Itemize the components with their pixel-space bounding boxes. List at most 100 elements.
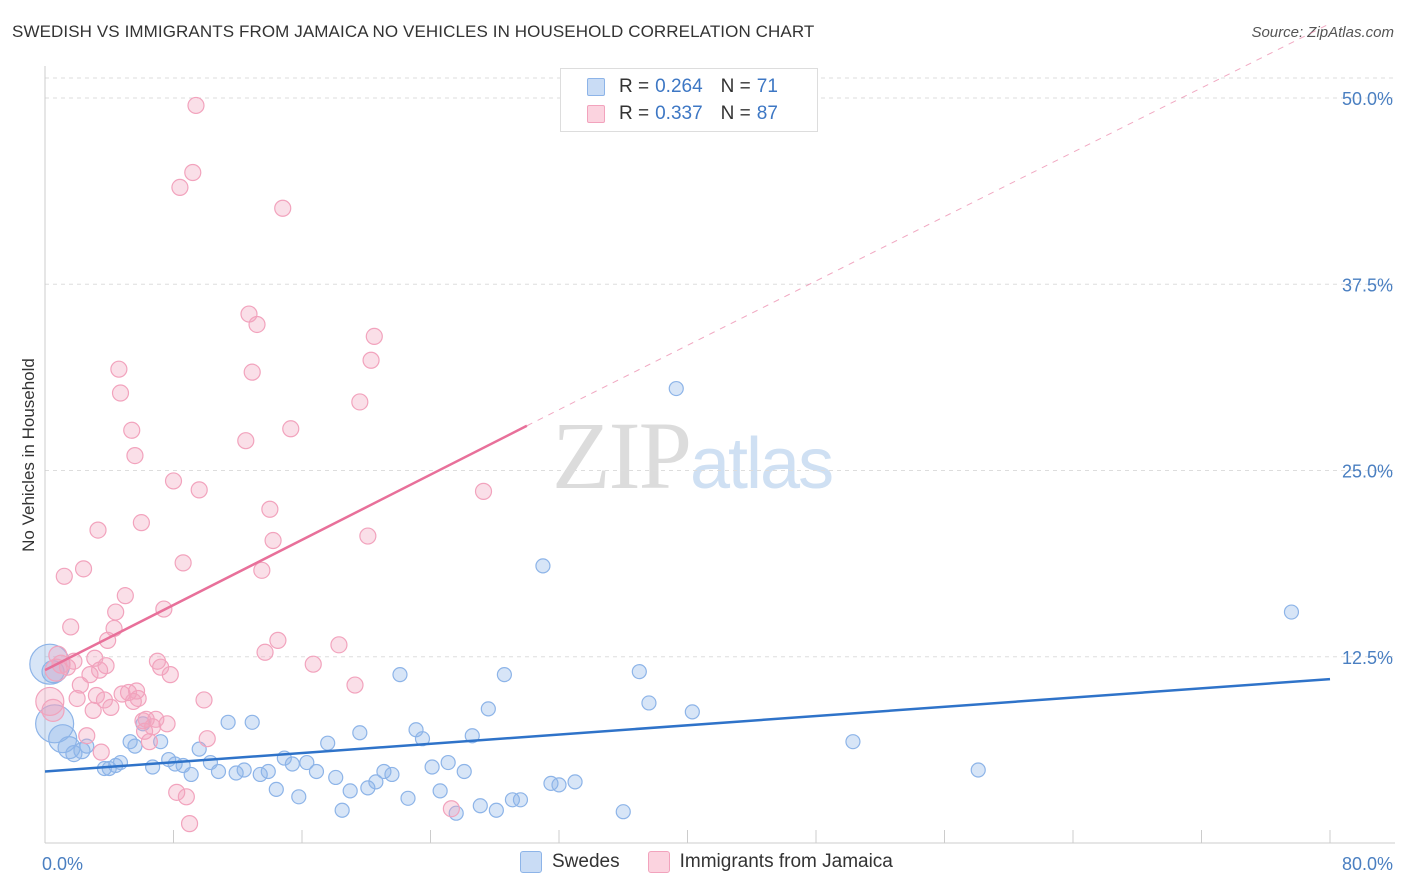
legend: R = 0.264 N = 71 R = 0.337 N = 87 [560,68,818,132]
bottom-legend-label-swedes: Swedes [552,851,620,872]
point-jamaica [92,743,110,761]
point-jamaica [180,815,199,833]
point-swedes [299,754,315,771]
point-swedes [414,731,431,747]
point-jamaica [78,727,96,745]
legend-swatch-swedes [587,78,605,96]
point-jamaica [132,514,150,532]
y-tick-label: 25.0% [1342,462,1393,482]
point-swedes [236,762,252,778]
point-jamaica [282,420,300,438]
point-jamaica [474,482,493,500]
bottom-legend-swatch-jamaica [647,851,670,873]
point-swedes [845,734,861,750]
point-swedes [145,759,161,775]
point-swedes [384,766,400,783]
point-swedes [368,774,384,790]
point-swedes [320,735,336,751]
y-tick-label: 12.5% [1342,648,1393,668]
bottom-legend-item-swedes[interactable]: Swedes [520,851,620,873]
point-jamaica [365,327,383,345]
legend-r-label: R = [619,76,650,97]
point-jamaica [97,657,115,675]
legend-r-value: 0.264 [655,76,703,97]
point-swedes [488,802,504,818]
point-jamaica [55,567,73,585]
legend-n-value: 71 [756,76,778,97]
point-swedes [472,798,488,814]
point-jamaica [248,315,266,334]
point-jamaica [198,730,216,748]
point-jamaica [237,432,255,450]
point-jamaica [68,689,86,708]
point-swedes [291,789,307,805]
point-jamaica [195,691,213,709]
point-swedes [400,790,416,806]
point-jamaica [158,715,176,733]
point-swedes [284,756,300,772]
point-jamaica [89,521,107,539]
point-jamaica [187,96,205,115]
point-jamaica [243,363,261,381]
legend-row-jamaica: R = 0.337 N = 87 [587,102,778,126]
x-tick-label-min: 0.0% [42,854,83,874]
point-jamaica [174,554,192,572]
point-jamaica [261,500,279,518]
point-jamaica [269,631,287,649]
point-swedes [496,667,512,683]
point-jamaica [184,163,202,182]
chart-title: SWEDISH VS IMMIGRANTS FROM JAMAICA NO VE… [12,22,815,41]
point-jamaica [124,692,142,711]
watermark-atlas: atlas [690,424,834,504]
point-jamaica [81,666,99,684]
bottom-legend-item-jamaica[interactable]: Immigrants from Jamaica [647,851,893,873]
point-jamaica [190,481,208,499]
point-swedes [512,792,529,808]
point-jamaica [256,643,274,661]
point-swedes [440,754,456,771]
trend-line-extension-jamaica [526,23,1331,427]
legend-row-swedes: R = 0.264 N = 71 [587,75,778,99]
point-jamaica [116,587,134,605]
point-jamaica [161,666,179,684]
point-jamaica [87,686,106,705]
point-swedes [328,769,344,786]
point-swedes [480,701,496,717]
watermark: ZIPatlas [552,400,834,511]
point-swedes [641,695,657,711]
point-swedes [424,759,440,775]
point-jamaica [41,698,65,722]
point-swedes [551,777,567,793]
point-swedes [260,763,276,780]
point-jamaica [304,655,322,673]
point-jamaica [351,393,369,411]
point-jamaica [140,733,159,751]
point-jamaica [74,560,93,578]
point-swedes [268,781,284,797]
trend-line-jamaica [44,424,528,672]
y-tick-label: 37.5% [1342,275,1393,295]
point-jamaica [111,384,130,402]
watermark-zip: ZIP [552,402,692,509]
point-swedes [220,714,236,730]
point-swedes [376,763,392,780]
legend-n-label: N = [720,76,751,97]
bottom-legend-label-jamaica: Immigrants from Jamaica [679,851,893,872]
point-swedes [668,380,684,397]
point-swedes [352,725,368,741]
point-jamaica [35,686,65,717]
y-tick-label: 50.0% [1342,89,1393,109]
point-swedes [392,667,408,683]
point-swedes [615,804,631,820]
point-jamaica [62,618,80,636]
point-jamaica [442,800,460,818]
point-swedes [308,763,325,780]
source-label[interactable]: Source: ZipAtlas.com [1251,24,1394,41]
legend-n-value: 87 [756,103,778,124]
legend-swatch-jamaica [587,105,605,123]
point-jamaica [177,788,195,806]
legend-r-label: R = [619,103,650,124]
point-jamaica [107,603,125,621]
point-swedes [535,558,551,574]
